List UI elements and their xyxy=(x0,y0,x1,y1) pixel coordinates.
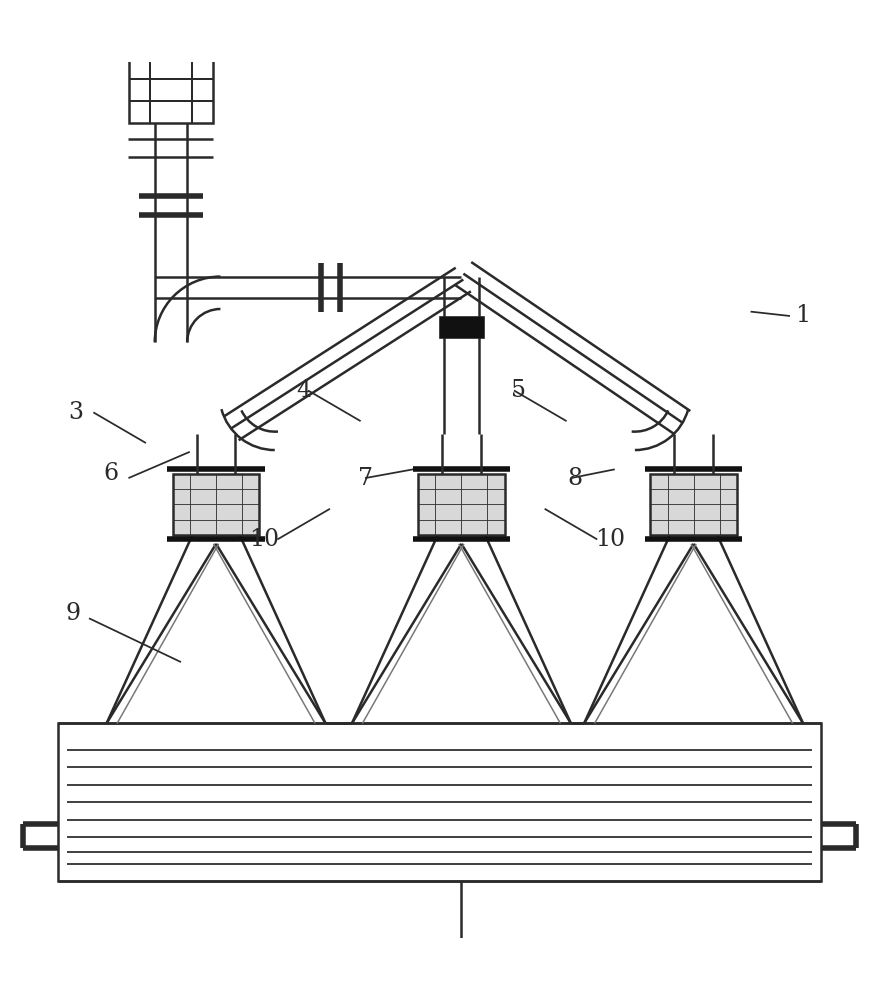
Bar xyxy=(438,316,484,338)
Text: 1: 1 xyxy=(795,304,810,327)
Text: 5: 5 xyxy=(510,379,525,402)
Bar xyxy=(129,58,212,123)
Text: 6: 6 xyxy=(104,462,119,485)
Text: 10: 10 xyxy=(248,528,279,551)
Text: 8: 8 xyxy=(567,467,582,490)
Bar xyxy=(650,474,736,535)
Text: 3: 3 xyxy=(68,401,83,424)
Bar xyxy=(418,474,504,535)
Bar xyxy=(172,474,259,535)
Text: 7: 7 xyxy=(357,467,372,490)
Text: 9: 9 xyxy=(66,602,81,625)
Bar xyxy=(58,723,820,881)
Text: 10: 10 xyxy=(594,528,625,551)
Text: 4: 4 xyxy=(296,379,311,402)
